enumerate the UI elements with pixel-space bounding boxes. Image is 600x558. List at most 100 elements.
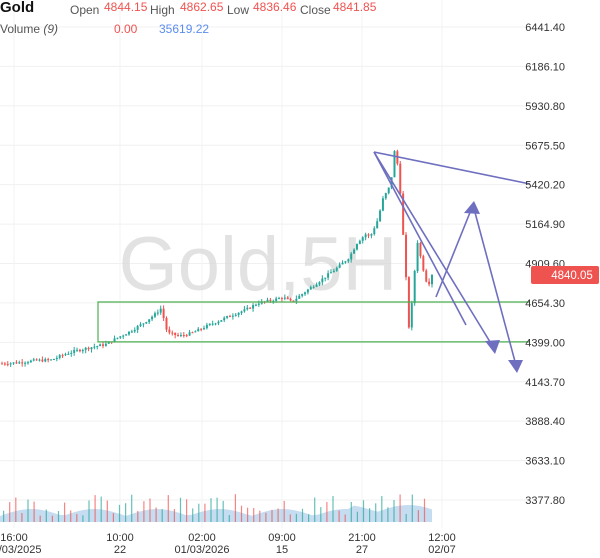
candle-body: [139, 324, 142, 327]
candle-body: [226, 316, 229, 318]
lower-trendline[interactable]: [373, 151, 467, 326]
candle-body: [292, 300, 295, 302]
candle-body: [384, 193, 387, 199]
high-value: 4862.65: [180, 0, 224, 14]
candle-body: [329, 272, 332, 274]
volume-bar: [131, 494, 133, 522]
price-tick-label: 3633.10: [525, 456, 565, 468]
volume-bar: [155, 507, 157, 522]
drawings-layer[interactable]: [97, 151, 531, 373]
candle-body: [122, 335, 125, 337]
candle-body: [393, 151, 396, 178]
candle-body: [21, 362, 24, 364]
volume-bar: [57, 511, 60, 522]
volume-bar: [149, 498, 151, 522]
candle-body: [191, 332, 194, 334]
volume-bar: [301, 508, 304, 522]
candle-body: [148, 319, 151, 323]
candle-body: [399, 163, 402, 194]
volume-bar: [64, 502, 66, 522]
candle-body: [214, 323, 217, 325]
candle-body: [168, 329, 171, 333]
price-tick-label: 6186.10: [525, 61, 565, 73]
candle-body: [47, 359, 50, 361]
candle-body: [353, 249, 356, 254]
candle-body: [93, 346, 96, 348]
projection-leg-1[interactable]: [373, 151, 496, 351]
candle-body: [188, 332, 191, 336]
volume-bar: [295, 513, 297, 522]
volume-bar: [210, 498, 212, 522]
candle-body: [223, 317, 226, 321]
candle-body: [220, 320, 223, 322]
volume-bar: [283, 500, 285, 522]
volume-label: Volume: [0, 22, 41, 36]
close-label: Close: [300, 3, 331, 17]
candle-body: [257, 303, 260, 305]
volume-bar: [362, 500, 365, 522]
candle-body: [145, 322, 148, 324]
volume-bar: [411, 494, 413, 522]
candle-body: [102, 344, 105, 346]
candlestick-series[interactable]: [1, 149, 433, 367]
volume-bar: [198, 503, 200, 522]
volume-bar: [21, 513, 23, 522]
candle-body: [390, 177, 393, 188]
candle-body: [249, 307, 252, 309]
candle-body: [6, 364, 9, 366]
volume-bar: [118, 504, 121, 522]
upper-trendline[interactable]: [373, 151, 531, 185]
price-tick-label: 3377.80: [525, 495, 565, 507]
candle-body: [142, 323, 145, 325]
projection-leg-3[interactable]: [472, 204, 518, 370]
volume-bar: [369, 508, 371, 522]
candle-body: [254, 304, 257, 306]
watermark-text: Gold,5H: [119, 222, 398, 307]
volume-bar: [375, 503, 377, 522]
volume-bar: [112, 513, 114, 522]
candle-body: [61, 355, 64, 357]
grid: [0, 0, 530, 528]
candle-body: [341, 262, 344, 265]
candle-body: [237, 312, 240, 315]
volume-bar: [216, 497, 218, 522]
candle-body: [425, 270, 428, 282]
volume-bar: [247, 507, 249, 522]
candle-body: [289, 298, 292, 301]
candle-body: [3, 363, 6, 365]
volume-bar: [265, 512, 267, 522]
candle-body: [90, 347, 93, 350]
price-axis[interactable]: 6441.40 6186.10 5930.80 5675.50 5420.20 5164.…: [525, 22, 565, 507]
volume-bar: [240, 505, 243, 522]
candle-body: [402, 193, 405, 235]
volume-bar: [234, 494, 236, 522]
arrow-head-down-icon: [485, 340, 500, 354]
volume-bar: [253, 508, 255, 522]
volume-area: [0, 494, 432, 522]
volume-bar: [9, 502, 11, 522]
time-tick-label: 10:00: [106, 532, 134, 544]
candle-body: [416, 242, 419, 272]
volume-period: (9): [43, 22, 59, 36]
candle-body: [324, 277, 327, 279]
candle-body: [174, 332, 177, 336]
candle-body: [44, 359, 47, 362]
volume-bar: [39, 515, 41, 522]
volume-bar: [332, 495, 334, 522]
range-rectangle[interactable]: [97, 301, 530, 343]
price-tick-label: 5675.50: [525, 140, 565, 152]
candle-body: [1, 363, 3, 365]
candle-body: [373, 228, 376, 235]
projection-leg-2[interactable]: [435, 204, 474, 298]
volume-bar: [222, 500, 224, 522]
candle-body: [208, 323, 211, 325]
candle-body: [130, 331, 133, 333]
candle-body: [228, 316, 231, 318]
volume-bar: [405, 513, 407, 522]
symbol-name: Gold: [0, 0, 35, 16]
volume-bar: [387, 507, 389, 522]
volume-bar: [33, 501, 35, 522]
candle-body: [321, 278, 324, 283]
